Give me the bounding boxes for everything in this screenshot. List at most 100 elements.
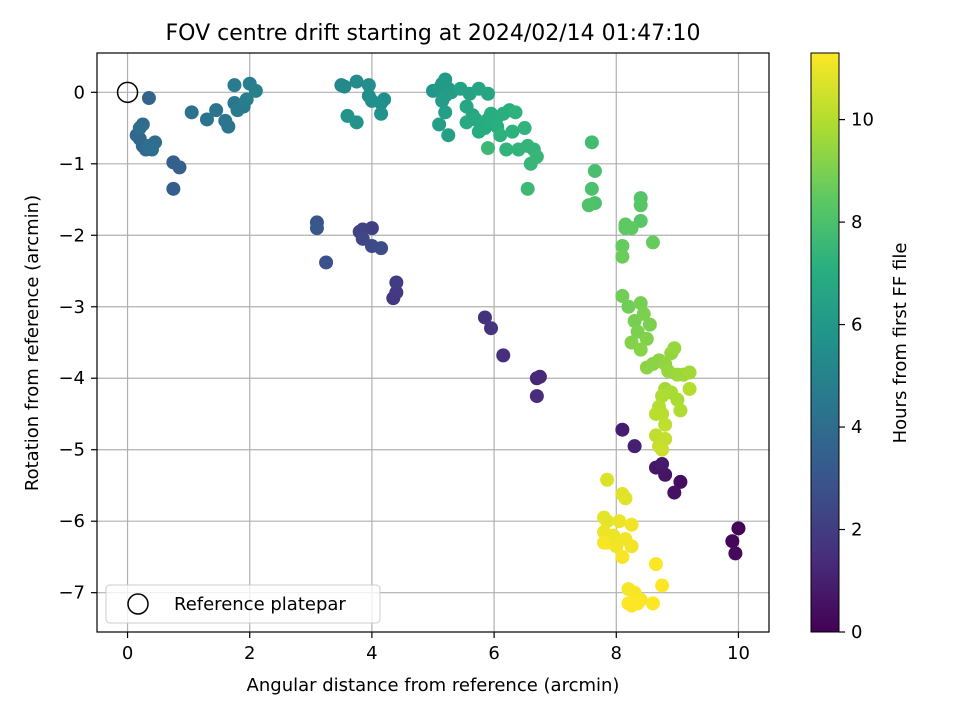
data-point bbox=[728, 546, 743, 561]
legend: Reference platepar bbox=[105, 584, 381, 624]
data-point bbox=[655, 578, 670, 593]
data-point bbox=[477, 310, 492, 325]
y-axis-label: Rotation from reference (arcmin) bbox=[22, 195, 43, 491]
data-points bbox=[129, 72, 746, 613]
x-tick-label: 4 bbox=[366, 643, 377, 664]
data-point bbox=[221, 119, 236, 134]
data-point bbox=[172, 160, 187, 175]
data-point bbox=[587, 163, 602, 178]
x-tick-label: 10 bbox=[727, 643, 750, 664]
data-point bbox=[484, 321, 499, 336]
data-point bbox=[682, 365, 697, 380]
data-point bbox=[673, 403, 688, 418]
data-point bbox=[618, 491, 633, 506]
data-point bbox=[248, 83, 263, 98]
colorbar-ticks: 0 2 4 6 8 10 bbox=[839, 110, 874, 643]
data-point bbox=[670, 392, 685, 407]
data-point bbox=[319, 255, 334, 270]
data-point bbox=[615, 249, 630, 264]
data-point bbox=[633, 296, 648, 311]
legend-reference-marker bbox=[127, 593, 149, 615]
chart-title: FOV centre drift starting at 2024/02/14 … bbox=[166, 21, 701, 46]
data-point bbox=[645, 235, 660, 250]
data-point bbox=[615, 422, 630, 437]
colorbar-tick-label: 4 bbox=[851, 417, 862, 438]
data-point bbox=[496, 348, 511, 363]
data-point bbox=[639, 360, 654, 375]
data-point bbox=[627, 439, 642, 454]
data-point bbox=[615, 289, 630, 304]
data-point bbox=[600, 514, 615, 529]
data-point bbox=[209, 103, 224, 118]
x-tick-label: 8 bbox=[611, 643, 622, 664]
colorbar-tick-label: 2 bbox=[851, 520, 862, 541]
data-point bbox=[615, 549, 630, 564]
data-point bbox=[166, 181, 181, 196]
data-point bbox=[239, 92, 254, 107]
x-tick-label: 6 bbox=[488, 643, 499, 664]
data-point bbox=[636, 306, 651, 321]
data-point bbox=[624, 539, 639, 554]
data-point bbox=[673, 474, 688, 489]
data-point bbox=[655, 389, 670, 404]
colorbar-tick-label: 6 bbox=[851, 315, 862, 336]
data-point bbox=[337, 79, 352, 94]
data-point bbox=[199, 112, 214, 127]
legend-label: Reference platepar bbox=[174, 594, 346, 615]
data-point bbox=[581, 198, 596, 213]
colorbar-tick-label: 10 bbox=[851, 110, 874, 131]
data-point bbox=[377, 92, 392, 107]
data-point bbox=[529, 389, 544, 404]
data-point bbox=[667, 485, 682, 500]
data-point bbox=[505, 124, 520, 139]
data-point bbox=[648, 406, 663, 421]
data-point bbox=[141, 91, 156, 106]
data-point bbox=[633, 342, 648, 357]
data-point bbox=[658, 417, 673, 432]
data-point bbox=[389, 275, 404, 290]
data-point bbox=[184, 105, 199, 120]
data-point bbox=[309, 221, 324, 236]
y-tick-label: −3 bbox=[58, 297, 85, 318]
data-point bbox=[624, 517, 639, 532]
data-point bbox=[361, 78, 376, 93]
data-point bbox=[517, 121, 532, 136]
data-point bbox=[374, 106, 389, 121]
y-tick-label: −4 bbox=[58, 368, 85, 389]
data-point bbox=[499, 142, 514, 157]
y-tick-label: −5 bbox=[58, 440, 85, 461]
data-point bbox=[520, 181, 535, 196]
data-point bbox=[438, 105, 453, 120]
data-point bbox=[725, 534, 740, 549]
data-point bbox=[132, 121, 147, 136]
data-point bbox=[731, 521, 746, 536]
data-point bbox=[648, 557, 663, 572]
data-point bbox=[493, 128, 508, 143]
y-tick-label: −2 bbox=[58, 225, 85, 246]
data-point bbox=[600, 472, 615, 487]
data-point bbox=[584, 181, 599, 196]
colorbar-gradient bbox=[810, 52, 840, 633]
data-point bbox=[480, 86, 495, 101]
data-point bbox=[532, 369, 547, 384]
data-point bbox=[508, 105, 523, 120]
data-point bbox=[624, 598, 639, 613]
data-point bbox=[432, 117, 447, 132]
data-point bbox=[639, 331, 654, 346]
data-point bbox=[389, 285, 404, 300]
data-point bbox=[667, 341, 682, 356]
x-tick-label: 0 bbox=[122, 643, 133, 664]
data-point bbox=[441, 128, 456, 143]
data-point bbox=[597, 535, 612, 550]
x-tick-label: 2 bbox=[244, 643, 255, 664]
data-point bbox=[642, 317, 657, 332]
reference-marker-layer bbox=[116, 81, 139, 104]
data-point bbox=[621, 299, 636, 314]
data-point bbox=[374, 241, 389, 256]
data-point bbox=[612, 514, 627, 529]
colorbar-tick-label: 8 bbox=[851, 212, 862, 233]
plot-area-frame bbox=[96, 52, 770, 633]
data-point bbox=[633, 198, 648, 213]
data-point bbox=[435, 93, 450, 108]
